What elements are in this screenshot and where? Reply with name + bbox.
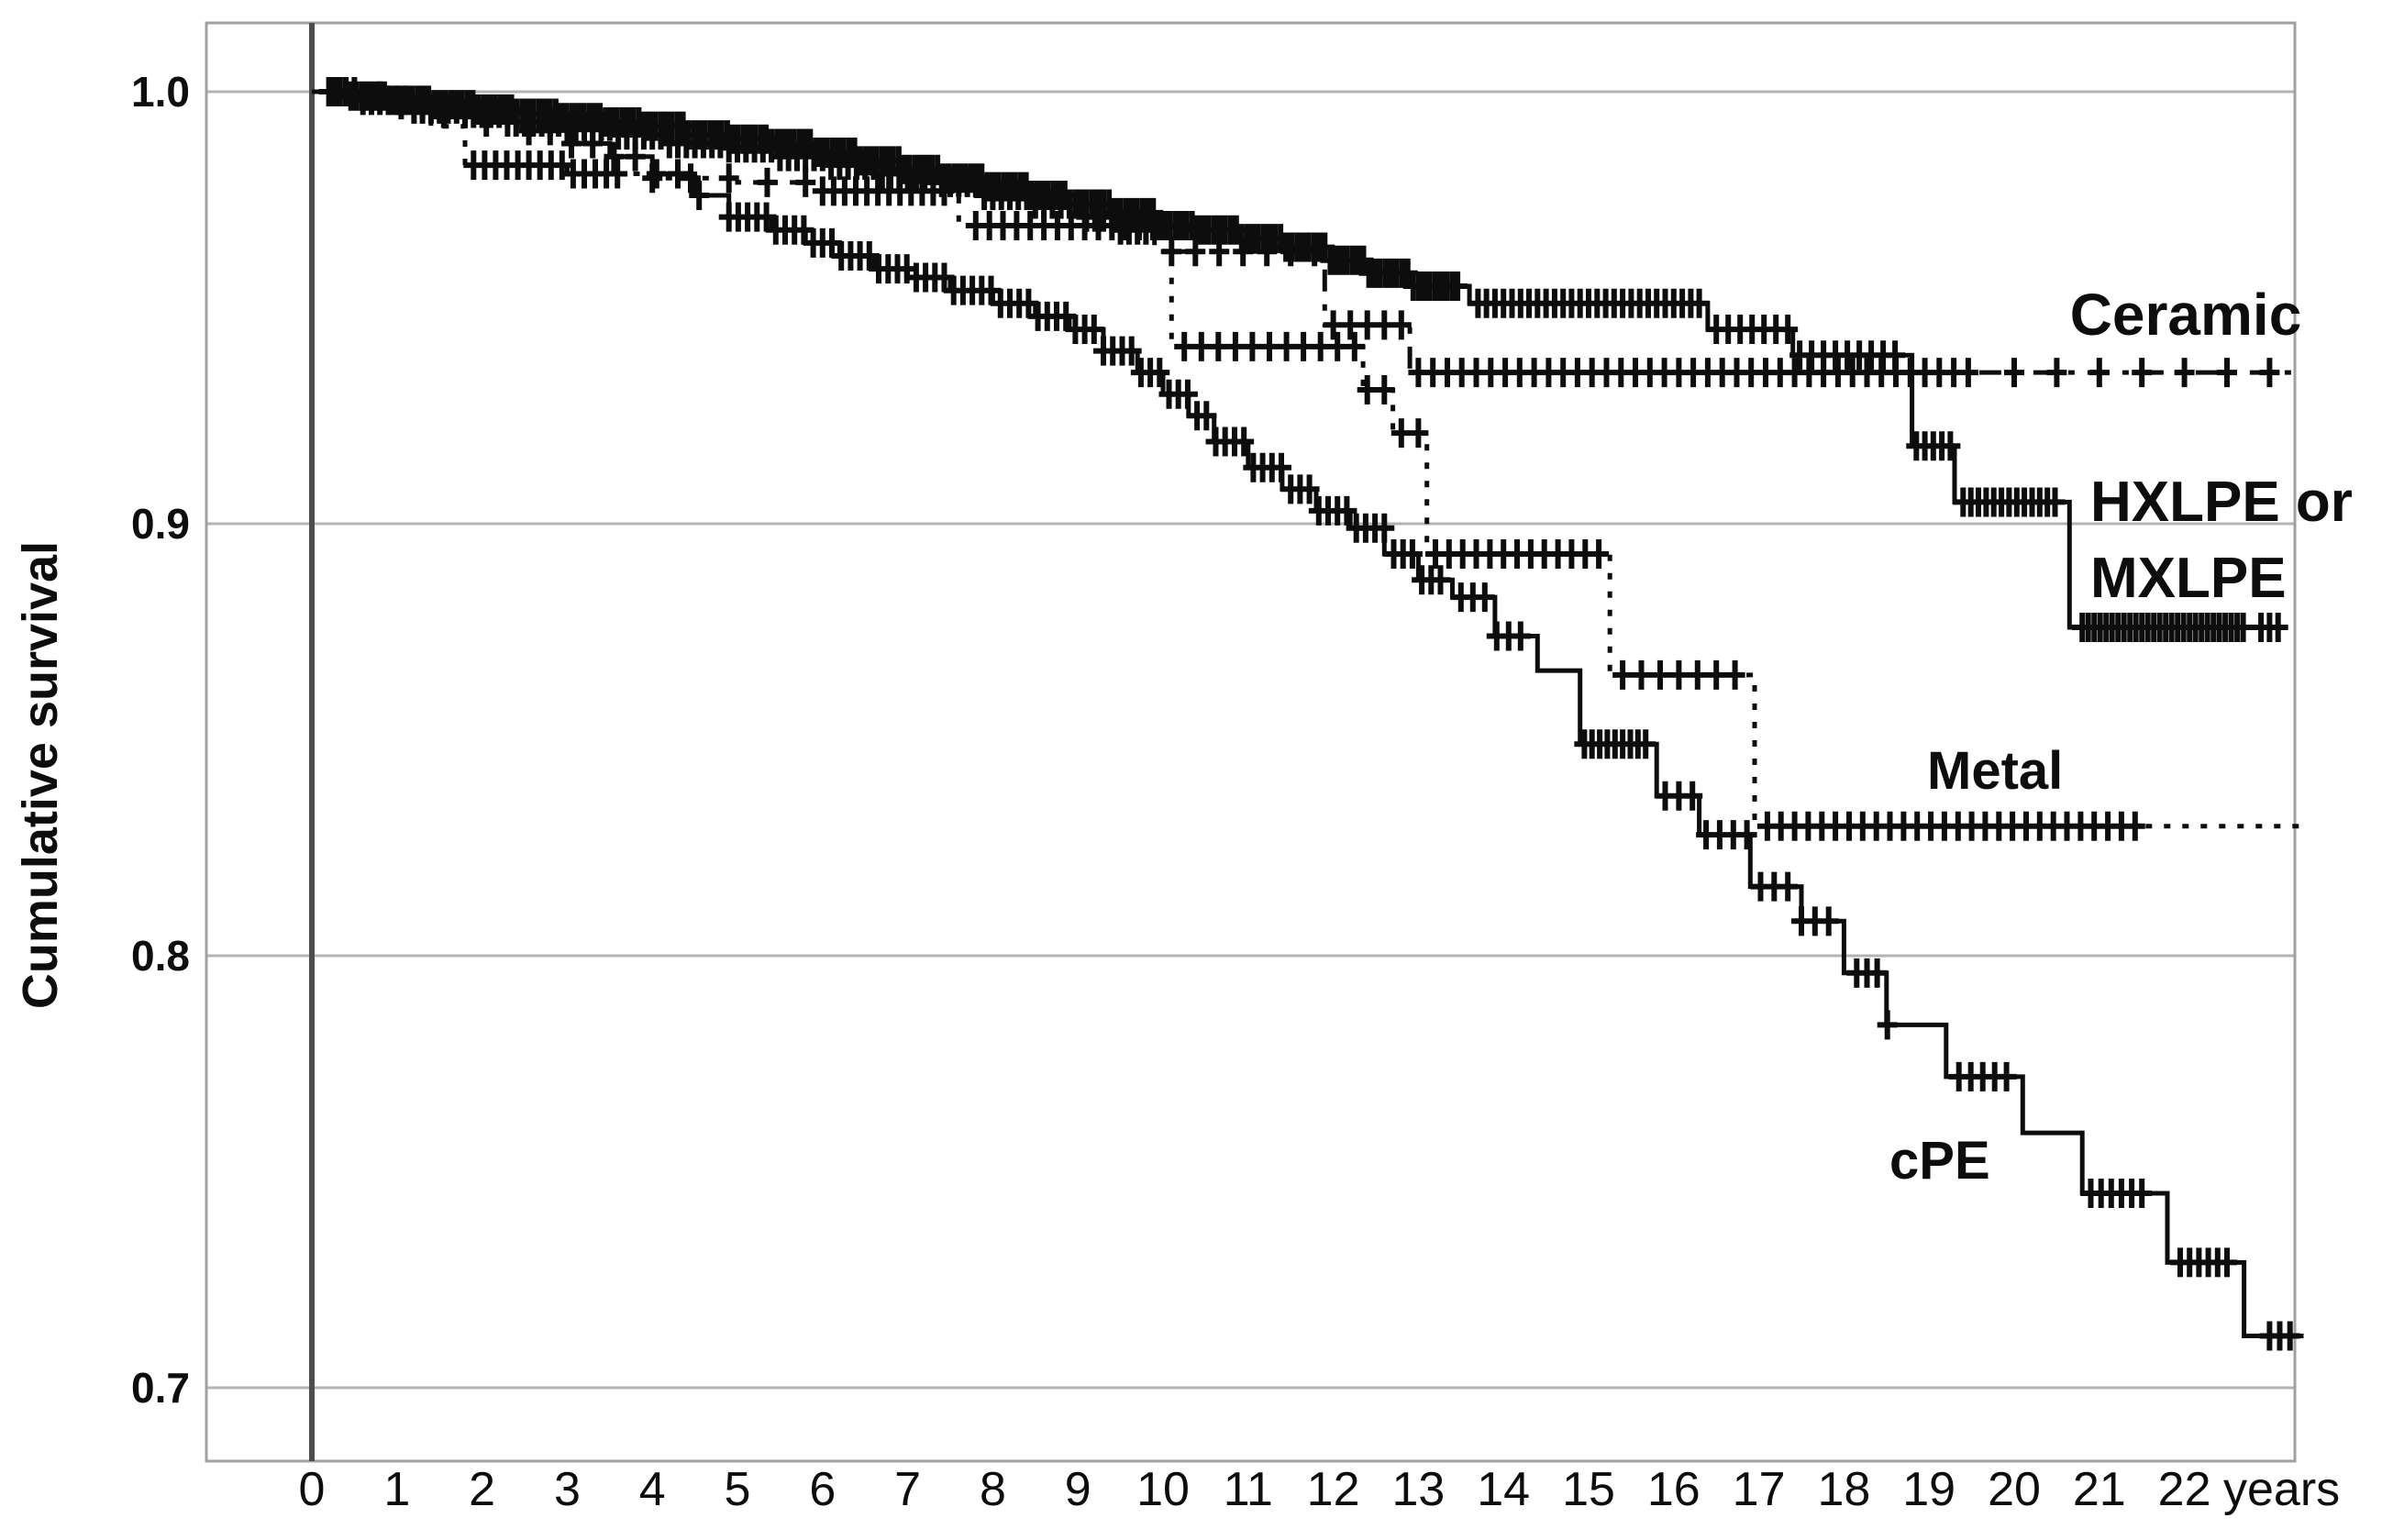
y-tick-label: 0.7: [131, 1364, 190, 1412]
x-axis-unit-label: years: [2223, 1463, 2340, 1516]
x-tick-label: 21: [2073, 1463, 2126, 1516]
x-tick-label: 1: [383, 1463, 410, 1516]
x-tick-label: 3: [554, 1463, 581, 1516]
x-tick-label: 6: [809, 1463, 836, 1516]
series-label-hxlpe-or-mxlpe: HXLPE or: [2090, 471, 2353, 534]
x-tick-label: 4: [639, 1463, 666, 1516]
x-tick-label: 12: [1307, 1463, 1360, 1516]
x-tick-label: 9: [1065, 1463, 1091, 1516]
censor-marks-cpe: [370, 81, 2300, 1351]
x-tick-label: 5: [725, 1463, 751, 1516]
x-tick-label: 13: [1391, 1463, 1445, 1516]
y-tick-label: 0.8: [131, 932, 190, 980]
censor-marks-metal: [463, 150, 2145, 841]
x-tick-label: 15: [1562, 1463, 1615, 1516]
x-tick-label: 2: [469, 1463, 495, 1516]
x-tick-label: 17: [1733, 1463, 1786, 1516]
x-tick-label: 0: [299, 1463, 326, 1516]
y-tick-label: 0.9: [131, 500, 190, 548]
x-tick-label: 22: [2158, 1463, 2211, 1516]
y-tick-label: 1.0: [131, 68, 190, 116]
x-tick-label: 16: [1647, 1463, 1701, 1516]
x-tick-label: 18: [1817, 1463, 1870, 1516]
x-tick-label: 10: [1136, 1463, 1190, 1516]
series-label-metal: Metal: [1927, 741, 2063, 801]
series-label-ceramic: Ceramic: [2070, 282, 2302, 348]
x-tick-label: 14: [1477, 1463, 1530, 1516]
x-tick-label: 7: [894, 1463, 921, 1516]
series-label-cpe: cPE: [1889, 1131, 1990, 1191]
x-tick-label: 11: [1224, 1463, 1273, 1516]
series-label-hxlpe-or-mxlpe: MXLPE: [2090, 547, 2287, 610]
plot-frame: [205, 21, 2297, 1463]
x-tick-label: 20: [1988, 1463, 2041, 1516]
y-axis-title: Cumulative survival: [13, 541, 68, 1009]
x-tick-label: 19: [1902, 1463, 1955, 1516]
x-tick-label: 8: [980, 1463, 1006, 1516]
